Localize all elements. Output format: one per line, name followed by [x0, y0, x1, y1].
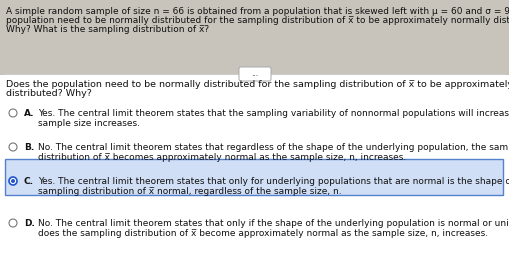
- Text: sample size increases.: sample size increases.: [38, 118, 140, 127]
- FancyBboxPatch shape: [0, 75, 509, 271]
- Text: does the sampling distribution of x̅ become approximately normal as the sample s: does the sampling distribution of x̅ bec…: [38, 228, 487, 237]
- Text: A.: A.: [24, 109, 35, 118]
- Text: Why? What is the sampling distribution of x̅?: Why? What is the sampling distribution o…: [6, 25, 209, 34]
- Text: Yes. The central limit theorem states that the sampling variability of nonnormal: Yes. The central limit theorem states th…: [38, 109, 509, 118]
- Text: A simple random sample of size n = 66 is obtained from a population that is skew: A simple random sample of size n = 66 is…: [6, 7, 509, 16]
- Text: population need to be normally distributed for the sampling distribution of x̅ t: population need to be normally distribut…: [6, 16, 509, 25]
- Text: ...: ...: [251, 69, 258, 79]
- Text: Does the population need to be normally distributed for the sampling distributio: Does the population need to be normally …: [6, 80, 509, 89]
- Text: distributed? Why?: distributed? Why?: [6, 89, 92, 98]
- Text: No. The central limit theorem states that regardless of the shape of the underly: No. The central limit theorem states tha…: [38, 143, 509, 152]
- Text: distribution of x̅ becomes approximately normal as the sample size, n, increases: distribution of x̅ becomes approximately…: [38, 153, 406, 162]
- Circle shape: [9, 143, 17, 151]
- FancyBboxPatch shape: [5, 159, 502, 195]
- FancyBboxPatch shape: [239, 67, 270, 81]
- Circle shape: [9, 109, 17, 117]
- Text: C.: C.: [24, 177, 34, 186]
- Text: No. The central limit theorem states that only if the shape of the underlying po: No. The central limit theorem states tha…: [38, 219, 509, 228]
- Circle shape: [9, 177, 17, 185]
- Circle shape: [11, 179, 15, 183]
- Text: sampling distribution of x̅ normal, regardless of the sample size, n.: sampling distribution of x̅ normal, rega…: [38, 186, 341, 195]
- Text: Yes. The central limit theorem states that only for underlying populations that : Yes. The central limit theorem states th…: [38, 177, 509, 186]
- Text: B.: B.: [24, 143, 34, 152]
- Circle shape: [9, 219, 17, 227]
- Text: D.: D.: [24, 219, 35, 228]
